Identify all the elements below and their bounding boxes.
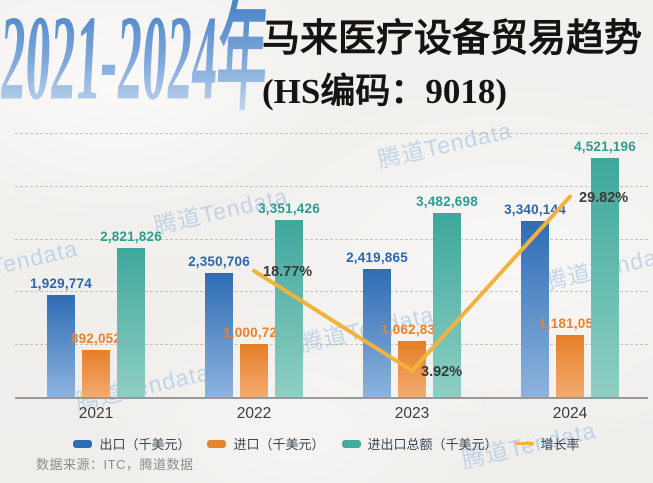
legend-swatch-total	[341, 439, 361, 448]
data-source: 数据来源：ITC，腾道数据	[36, 457, 194, 472]
gridline	[15, 133, 648, 134]
bar-export-2022	[205, 272, 233, 397]
bar-total-2021	[117, 248, 145, 397]
gridline	[15, 344, 648, 346]
value-label-import-2023: 1,062,833	[381, 321, 443, 337]
value-label-import-2024: 1,181,052	[539, 315, 601, 331]
value-label-import-2021: 892,052	[70, 330, 122, 346]
legend-label-total: 进出口总额（千美元）	[367, 437, 498, 452]
growth-label-2022: 18.77%	[263, 263, 313, 280]
legend-swatch-growth-rate	[514, 441, 534, 446]
bar-total-2022	[275, 220, 303, 397]
value-label-export-2022: 2,350,706	[188, 253, 250, 269]
bar-import-2021	[82, 349, 110, 397]
legend-label-growth-rate: 增长率	[540, 437, 580, 452]
category-label-2021: 2021	[78, 405, 114, 422]
x-axis	[15, 397, 648, 399]
page-title: 马来医疗设备贸易趋势	[262, 18, 643, 60]
legend-item-import: 进口（千美元）	[207, 434, 325, 453]
bar-import-2024	[556, 334, 584, 397]
value-label-export-2023: 2,419,865	[346, 250, 408, 266]
bar-import-2022	[240, 344, 268, 397]
value-label-total-2021: 2,821,826	[100, 229, 162, 244]
value-label-export-2021: 1,929,774	[30, 276, 92, 292]
legend-label-export: 出口（千美元）	[99, 437, 191, 452]
bar-export-2023	[363, 269, 391, 397]
bar-export-2021	[47, 295, 75, 397]
gridline	[15, 291, 648, 293]
value-label-export-2024: 3,340,144	[504, 201, 566, 217]
gridline	[15, 185, 648, 187]
legend-item-growth-rate: 增长率	[514, 434, 580, 453]
growth-label-2023: 3.92%	[421, 363, 463, 380]
growth-label-2024: 29.82%	[579, 189, 629, 206]
legend-swatch-export	[73, 439, 93, 448]
value-label-import-2022: 1,000,720	[223, 325, 285, 341]
gridline	[15, 238, 648, 240]
bar-total-2024	[591, 158, 619, 397]
legend-item-export: 出口（千美元）	[73, 434, 190, 453]
legend-label-import: 进口（千美元）	[233, 437, 325, 452]
legend-item-total: 进出口总额（千美元）	[341, 434, 498, 453]
chart-legend: 出口（千美元） 进口（千美元） 进出口总额（千美元） 增长率	[0, 434, 653, 453]
legend-swatch-import	[207, 439, 227, 448]
category-label-2023: 2023	[394, 405, 430, 422]
page-subtitle-hs-code: (HS编码：9018)	[262, 72, 508, 111]
bar-total-2023	[433, 213, 461, 397]
bar-export-2024	[521, 220, 549, 397]
value-label-total-2023: 3,482,698	[416, 194, 478, 210]
category-label-2024: 2024	[552, 405, 588, 422]
category-label-2022: 2022	[236, 405, 272, 422]
value-label-total-2024: 4,521,196	[574, 139, 636, 155]
value-label-total-2022: 3,351,426	[258, 201, 320, 217]
